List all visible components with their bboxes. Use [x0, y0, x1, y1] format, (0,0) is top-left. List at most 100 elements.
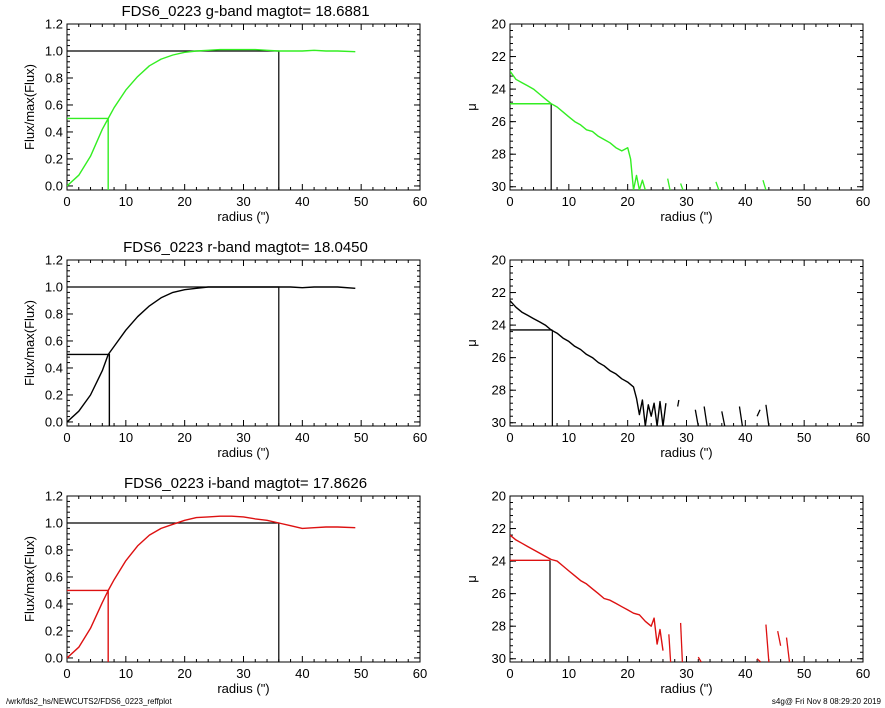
y-axis-label: μ	[464, 575, 479, 583]
y-tick-label: 26	[492, 114, 506, 129]
y-tick-label: 24	[492, 554, 506, 569]
y-tick-label: 0.8	[45, 70, 63, 85]
x-tick-label: 10	[119, 194, 133, 209]
y-tick-label: 22	[492, 285, 506, 300]
x-tick-label: 0	[506, 430, 513, 445]
y-tick-label: 26	[492, 350, 506, 365]
x-tick-label: 10	[562, 194, 576, 209]
series-fragment	[694, 409, 699, 426]
y-tick-label: 0.0	[45, 650, 63, 665]
y-axis-label: Flux/max(Flux)	[22, 64, 37, 150]
y-tick-label: 0.8	[45, 306, 63, 321]
x-tick-label: 50	[354, 194, 368, 209]
x-tick-label: 60	[413, 430, 427, 445]
x-tick-label: 10	[562, 666, 576, 681]
chart-title: FDS6_0223 i-band magtot= 17.8626	[124, 475, 367, 492]
y-tick-label: 0.8	[45, 542, 63, 557]
series-fragment	[785, 637, 791, 662]
total-radius-guide	[67, 50, 280, 190]
y-tick-label: 0.2	[45, 151, 63, 166]
y-tick-label: 30	[492, 179, 506, 194]
x-tick-label: 40	[295, 430, 309, 445]
plot-area	[510, 534, 791, 662]
series-fragment	[765, 624, 770, 662]
y-tick-label: 20	[492, 253, 506, 268]
plot-area	[67, 286, 356, 426]
plot-area	[510, 70, 767, 190]
series-fragment	[679, 622, 684, 662]
x-tick-label: 0	[506, 666, 513, 681]
panel-g-growth: 0 10 20 30 40 50 60 0.0 0.2 0.4 0.6 0.8 1.0 1.2 radius…	[22, 3, 427, 224]
x-tick-label: 60	[413, 194, 427, 209]
x-tick-label: 40	[295, 666, 309, 681]
x-tick-label: 40	[738, 666, 752, 681]
chart-title: FDS6_0223 g-band magtot= 18.6881	[121, 3, 369, 20]
x-tick-label: 60	[413, 666, 427, 681]
x-tick-label: 50	[354, 430, 368, 445]
y-tick-label: 1.0	[45, 515, 63, 530]
panel-r-growth: 0 10 20 30 40 50 60 0.0 0.2 0.4 0.6 0.8 1.0 1.2 radius…	[22, 239, 427, 460]
y-tick-label: 20	[492, 489, 506, 504]
y-tick-label: 22	[492, 49, 506, 64]
series-fragment	[668, 634, 672, 662]
series-line	[510, 534, 664, 651]
panel-i-growth: 0 10 20 30 40 50 60 0.0 0.2 0.4 0.6 0.8 1.0 1.2 radius…	[22, 475, 427, 696]
x-tick-label: 0	[63, 430, 70, 445]
y-tick-label: 0.0	[45, 178, 63, 193]
y-tick-label: 0.6	[45, 333, 63, 348]
series-fragment	[756, 658, 762, 662]
series-fragment	[777, 630, 782, 646]
x-tick-label: 0	[506, 194, 513, 209]
x-tick-label: 0	[63, 666, 70, 681]
x-tick-label: 20	[177, 666, 191, 681]
plot-frame	[509, 259, 864, 427]
x-tick-label: 30	[236, 430, 250, 445]
x-axis-label: radius (")	[217, 209, 269, 224]
y-tick-label: 28	[492, 619, 506, 634]
y-axis-label: Flux/max(Flux)	[22, 536, 37, 622]
x-tick-label: 50	[797, 666, 811, 681]
x-axis-label: radius (")	[660, 681, 712, 696]
y-tick-label: 24	[492, 318, 506, 333]
chart-title: FDS6_0223 r-band magtot= 18.0450	[123, 239, 368, 256]
x-tick-label: 40	[295, 194, 309, 209]
series-fragment	[703, 406, 708, 426]
y-tick-label: 0.6	[45, 569, 63, 584]
x-axis-label: radius (")	[217, 681, 269, 696]
y-tick-label: 0.4	[45, 596, 63, 611]
x-axis-label: radius (")	[217, 445, 269, 460]
series-fragment	[680, 183, 684, 190]
y-tick-label: 0.4	[45, 360, 63, 375]
x-tick-label: 0	[63, 194, 70, 209]
x-tick-label: 20	[177, 194, 191, 209]
x-tick-label: 20	[620, 194, 634, 209]
x-tick-label: 30	[679, 666, 693, 681]
x-tick-label: 20	[620, 666, 634, 681]
total-radius-guide	[67, 522, 280, 662]
y-tick-label: 1.2	[45, 489, 63, 504]
y-tick-label: 1.2	[45, 17, 63, 32]
x-tick-label: 60	[856, 194, 870, 209]
series-line	[67, 48, 356, 187]
footer-timestamp: s4g@ Fri Nov 8 08:29:20 2019	[771, 697, 881, 706]
total-radius-guide	[67, 286, 280, 426]
series-line	[510, 70, 646, 190]
series-fragment	[738, 406, 744, 426]
plot-frame	[509, 23, 864, 191]
half-light-radius-guide	[67, 353, 111, 426]
y-tick-label: 22	[492, 521, 506, 536]
y-tick-label: 0.2	[45, 623, 63, 638]
y-axis-label: μ	[464, 103, 479, 111]
series-fragment	[721, 411, 726, 426]
x-tick-label: 30	[236, 666, 250, 681]
series-line	[510, 300, 667, 426]
series-fragment	[667, 178, 671, 190]
x-tick-label: 30	[679, 194, 693, 209]
x-axis-label: radius (")	[660, 445, 712, 460]
y-tick-label: 30	[492, 651, 506, 666]
x-tick-label: 10	[119, 666, 133, 681]
y-tick-label: 1.0	[45, 43, 63, 58]
